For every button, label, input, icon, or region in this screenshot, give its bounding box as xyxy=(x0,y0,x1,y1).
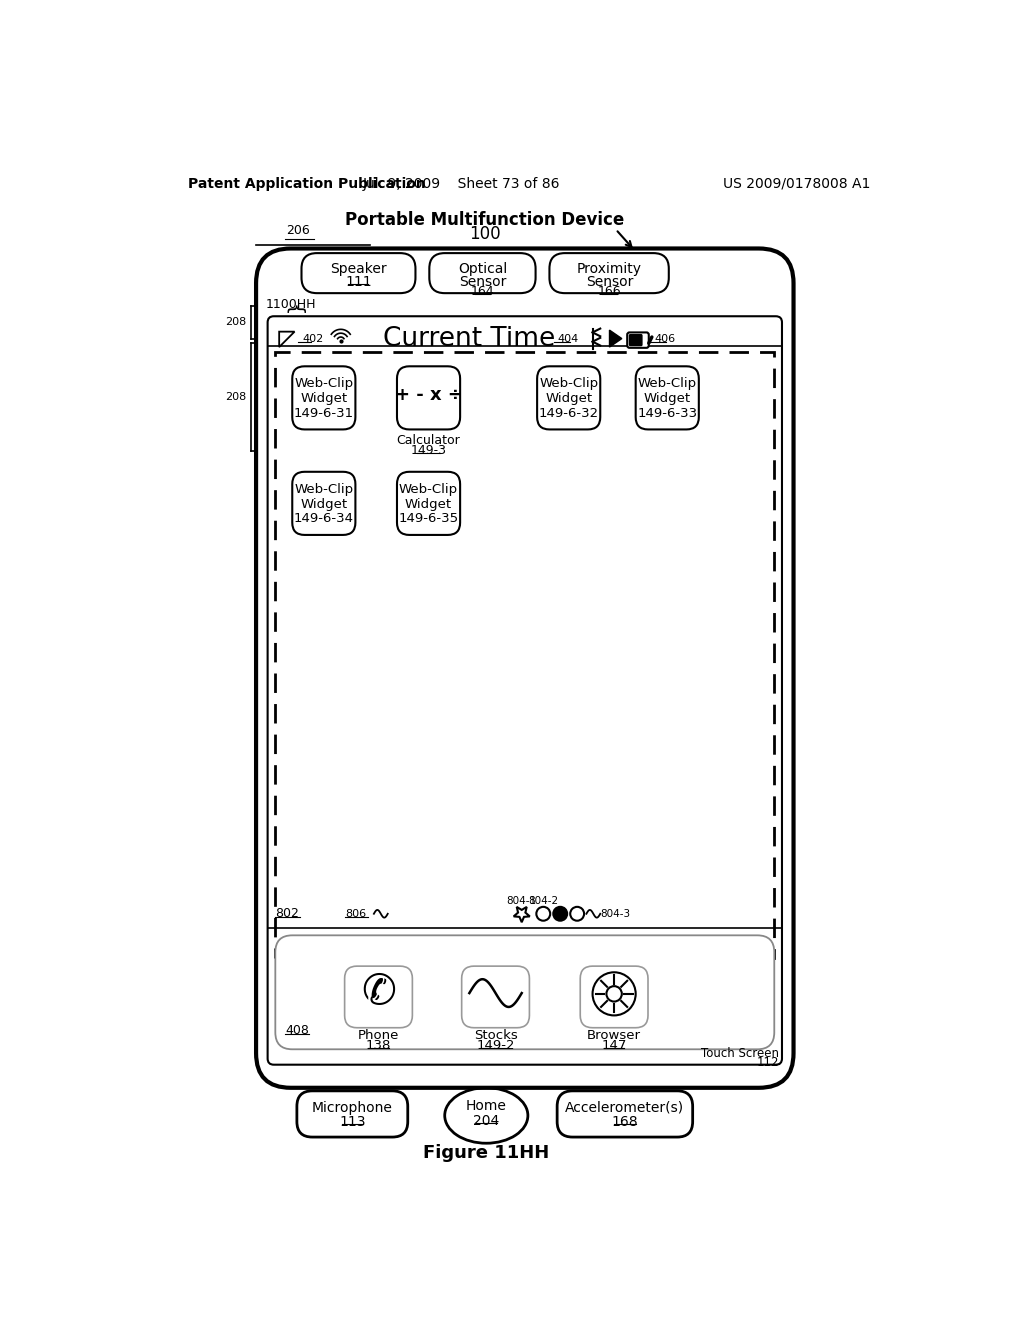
Text: 404: 404 xyxy=(558,334,580,343)
Text: 147: 147 xyxy=(601,1039,627,1052)
Text: 149-3: 149-3 xyxy=(411,444,446,457)
FancyBboxPatch shape xyxy=(462,966,529,1028)
Text: 804-1: 804-1 xyxy=(507,896,537,906)
Text: 1100HH: 1100HH xyxy=(265,298,315,312)
Polygon shape xyxy=(609,330,622,347)
Text: 164: 164 xyxy=(471,285,495,298)
FancyBboxPatch shape xyxy=(292,367,355,429)
Text: 149-6-35: 149-6-35 xyxy=(398,512,459,525)
Text: Patent Application Publication: Patent Application Publication xyxy=(188,177,426,191)
Text: Widget: Widget xyxy=(545,392,592,405)
Text: {: { xyxy=(285,304,303,317)
Text: 149-6-33: 149-6-33 xyxy=(637,407,697,420)
Text: Proximity: Proximity xyxy=(577,261,642,276)
Text: 149-6-32: 149-6-32 xyxy=(539,407,599,420)
Text: 804-3: 804-3 xyxy=(600,908,631,919)
Text: 402: 402 xyxy=(302,334,324,345)
Text: US 2009/0178008 A1: US 2009/0178008 A1 xyxy=(724,177,870,191)
FancyBboxPatch shape xyxy=(628,333,649,348)
Text: 111: 111 xyxy=(345,275,372,289)
Text: 204: 204 xyxy=(473,1114,500,1127)
Text: 149-6-31: 149-6-31 xyxy=(294,407,354,420)
Text: 802: 802 xyxy=(274,907,299,920)
Text: Web-Clip: Web-Clip xyxy=(294,378,353,391)
Text: Web-Clip: Web-Clip xyxy=(638,378,696,391)
FancyBboxPatch shape xyxy=(292,471,355,535)
Text: Widget: Widget xyxy=(404,498,453,511)
FancyBboxPatch shape xyxy=(297,1090,408,1137)
Text: Widget: Widget xyxy=(300,392,347,405)
Text: 206: 206 xyxy=(287,224,310,238)
Text: Phone: Phone xyxy=(357,1028,399,1041)
Text: Web-Clip: Web-Clip xyxy=(399,483,458,496)
Text: 168: 168 xyxy=(611,1114,638,1129)
Text: Microphone: Microphone xyxy=(312,1101,393,1115)
Text: Stocks: Stocks xyxy=(474,1028,517,1041)
FancyBboxPatch shape xyxy=(256,248,794,1088)
Text: Accelerometer(s): Accelerometer(s) xyxy=(565,1101,684,1115)
Text: 149-2: 149-2 xyxy=(476,1039,515,1052)
FancyBboxPatch shape xyxy=(581,966,648,1028)
Text: 100: 100 xyxy=(469,224,501,243)
Text: Home: Home xyxy=(466,1100,507,1113)
FancyBboxPatch shape xyxy=(397,367,460,429)
Text: 138: 138 xyxy=(366,1039,391,1052)
Text: 113: 113 xyxy=(339,1114,366,1129)
FancyBboxPatch shape xyxy=(267,317,782,1065)
Text: 804-2: 804-2 xyxy=(528,896,558,906)
FancyBboxPatch shape xyxy=(275,936,774,1049)
Text: Calculator: Calculator xyxy=(396,434,461,446)
Text: 208: 208 xyxy=(225,392,246,403)
FancyBboxPatch shape xyxy=(550,253,669,293)
Bar xyxy=(275,352,774,958)
Text: 408: 408 xyxy=(285,1024,309,1038)
Text: Sensor: Sensor xyxy=(586,275,633,289)
Text: Current Time: Current Time xyxy=(383,326,555,351)
Text: 406: 406 xyxy=(654,334,675,343)
FancyBboxPatch shape xyxy=(538,367,600,429)
Text: 806: 806 xyxy=(346,908,367,919)
FancyBboxPatch shape xyxy=(629,334,643,346)
FancyBboxPatch shape xyxy=(636,367,698,429)
FancyBboxPatch shape xyxy=(345,966,413,1028)
Text: Figure 11HH: Figure 11HH xyxy=(423,1144,550,1162)
Text: Speaker: Speaker xyxy=(330,261,387,276)
Text: 208: 208 xyxy=(225,317,246,327)
Text: Sensor: Sensor xyxy=(459,275,506,289)
Text: 149-6-34: 149-6-34 xyxy=(294,512,354,525)
Text: 166: 166 xyxy=(598,285,622,298)
Text: Optical: Optical xyxy=(458,261,507,276)
Text: Widget: Widget xyxy=(644,392,691,405)
Text: Browser: Browser xyxy=(587,1028,641,1041)
Text: ✆: ✆ xyxy=(361,970,396,1012)
Text: Portable Multifunction Device: Portable Multifunction Device xyxy=(345,211,625,228)
FancyBboxPatch shape xyxy=(397,471,460,535)
Text: Widget: Widget xyxy=(300,498,347,511)
FancyBboxPatch shape xyxy=(429,253,536,293)
FancyBboxPatch shape xyxy=(557,1090,692,1137)
Text: Touch Screen: Touch Screen xyxy=(700,1047,779,1060)
Circle shape xyxy=(553,907,567,921)
Text: 112: 112 xyxy=(757,1056,779,1069)
Text: Web-Clip: Web-Clip xyxy=(539,378,598,391)
FancyBboxPatch shape xyxy=(301,253,416,293)
Text: Jul. 9, 2009    Sheet 73 of 86: Jul. 9, 2009 Sheet 73 of 86 xyxy=(362,177,560,191)
Text: Web-Clip: Web-Clip xyxy=(294,483,353,496)
Text: + - x ÷: + - x ÷ xyxy=(394,385,463,404)
